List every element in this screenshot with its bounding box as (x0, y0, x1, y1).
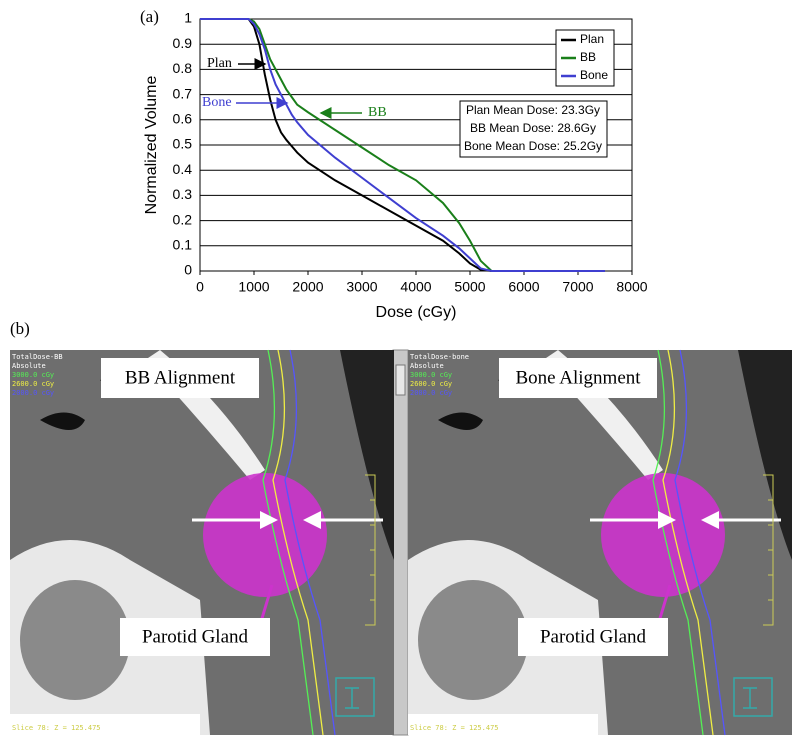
y-tick-label: 0.6 (173, 111, 193, 127)
x-tick-label: 8000 (616, 279, 647, 295)
isodose-line (662, 349, 714, 736)
x-tick-label: 5000 (454, 279, 485, 295)
y-tick-label: 0.2 (173, 211, 193, 227)
anatomy (20, 580, 130, 700)
overlay-text: Absolute (12, 362, 46, 370)
x-tick-label: 6000 (508, 279, 539, 295)
anatomy (438, 377, 538, 430)
overlay-text: 2000.0 cGy (12, 389, 54, 397)
label-box (120, 618, 270, 656)
image-footer: Slice 78: Z = 125.475 (12, 724, 101, 732)
x-tick-label: 2000 (292, 279, 323, 295)
x-tick-label: 3000 (346, 279, 377, 295)
x-tick-label: 7000 (562, 279, 593, 295)
y-tick-label: 1 (184, 10, 192, 26)
parotid (601, 473, 725, 597)
ruler (365, 474, 376, 626)
overlay-text: Absolute (410, 362, 444, 370)
label-box (518, 618, 668, 656)
orientation-box (733, 677, 773, 717)
parotid (203, 473, 327, 597)
y-tick-label: 0.5 (173, 136, 193, 152)
isodose-line (674, 349, 726, 736)
anatomy (738, 350, 792, 560)
legend-label: Bone (580, 68, 608, 82)
y-tick-label: 0 (184, 262, 192, 278)
image-annotation: Parotid Gland (142, 626, 249, 647)
scrollbar[interactable] (392, 349, 409, 736)
legend-label: Plan (580, 32, 604, 46)
stats-text: BB Mean Dose: 28.6Gy (470, 121, 596, 135)
y-axis-label: Normalized Volume (143, 76, 160, 215)
title-box (101, 358, 259, 398)
x-axis-label: Dose (cGy) (376, 304, 457, 321)
anatomy (418, 580, 528, 700)
y-tick-label: 0.8 (173, 60, 193, 76)
legend-label: BB (580, 50, 596, 64)
anatomy (340, 350, 394, 560)
x-tick-label: 4000 (400, 279, 431, 295)
title-box (499, 358, 657, 398)
image-annotation: Parotid Gland (540, 626, 647, 647)
annotation: BB (368, 105, 387, 120)
ruler (763, 474, 774, 626)
series-line (200, 18, 605, 272)
y-tick-label: 0.7 (173, 85, 193, 101)
stats: Plan Mean Dose: 23.3Gy BB Mean Dose: 28.6… (464, 103, 602, 153)
image-title: BB Alignment (125, 367, 236, 388)
stats-text: Plan Mean Dose: 23.3Gy (466, 103, 600, 117)
series-line (200, 18, 605, 272)
image-footer: Slice 78: Z = 125.475 (410, 724, 499, 732)
overlay-text: 3000.0 cGy (12, 371, 54, 379)
annotation: Bone (202, 95, 232, 110)
overlay-text: TotalDose-bone (410, 353, 469, 361)
footer-box (10, 714, 200, 735)
overlay-text: TotalDose-BB (12, 353, 63, 361)
images: BB Alignment Parotid Gland Slice 78: Z = 1… (10, 349, 792, 736)
scroll-thumb[interactable] (395, 364, 406, 396)
y-tick-label: 0.9 (173, 35, 193, 51)
stats-box (459, 100, 608, 158)
orientation-icon (743, 687, 757, 709)
overlay-text: 2600.0 cGy (410, 380, 452, 388)
image-title: Bone Alignment (515, 367, 641, 388)
stats-text: Bone Mean Dose: 25.2Gy (464, 139, 602, 153)
overlay-text: 2000.0 cGy (410, 389, 452, 397)
orientation-icon (345, 687, 359, 709)
y-tick-label: 0.1 (173, 237, 193, 253)
overlay-text: 2600.0 cGy (12, 380, 54, 388)
isodose-line (652, 349, 704, 736)
plot: 0 0.1 0.2 0.3 0.4 0.5 0.6 0.7 0.8 0.9 1 0 1000 2000 30… (173, 10, 648, 295)
x-tick-label: 0 (196, 279, 204, 295)
plot-frame (199, 18, 633, 272)
y-tick-label: 0.3 (173, 186, 193, 202)
overlay-text: 3000.0 cGy (410, 371, 452, 379)
orientation-box (335, 677, 375, 717)
isodose-line (284, 349, 336, 736)
isodose-line (272, 349, 324, 736)
anatomy (40, 377, 140, 430)
footer-box (408, 714, 598, 735)
panel-label: (a) (140, 7, 159, 26)
isodose-line (262, 349, 314, 736)
panel-label: (b) (10, 319, 30, 338)
y-tick-label: 0.4 (173, 161, 193, 177)
annotation: Plan (207, 56, 232, 71)
x-tick-label: 1000 (238, 279, 269, 295)
